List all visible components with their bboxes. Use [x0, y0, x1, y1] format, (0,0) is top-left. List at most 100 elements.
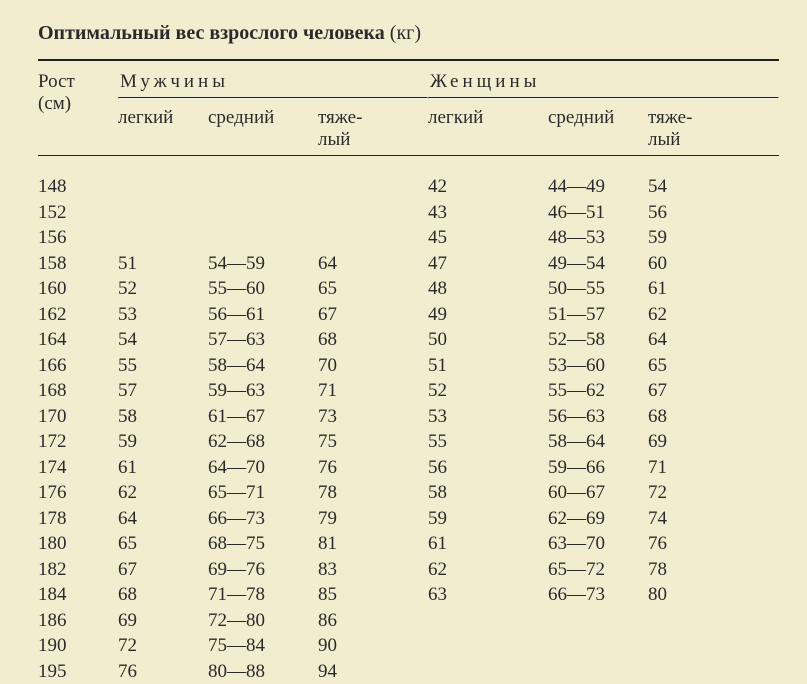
- cell-men-medium: [208, 225, 318, 251]
- cell-women-light: [428, 659, 548, 684]
- cell-men-medium: 61—67: [208, 404, 318, 430]
- table-row: 1846871—78856366—7380: [38, 582, 779, 608]
- table-row: 1524346—5156: [38, 200, 779, 226]
- cell-women-medium: 55—62: [548, 378, 648, 404]
- cell-women-medium: 60—67: [548, 480, 648, 506]
- cell-height: 190: [38, 633, 118, 659]
- cell-women-light: 58: [428, 480, 548, 506]
- cell-height: 166: [38, 353, 118, 379]
- table-row: 1866972—8086: [38, 608, 779, 634]
- cell-women-heavy: 68: [648, 404, 728, 430]
- cell-men-medium: 65—71: [208, 480, 318, 506]
- cell-height: 152: [38, 200, 118, 226]
- table-row: 1705861—67735356—6368: [38, 404, 779, 430]
- men-light-header: легкий: [118, 107, 208, 151]
- cell-men-light: 76: [118, 659, 208, 684]
- cell-men-heavy: 79: [318, 506, 428, 532]
- cell-men-medium: [208, 174, 318, 200]
- cell-men-light: 72: [118, 633, 208, 659]
- cell-men-medium: 80—88: [208, 659, 318, 684]
- cell-men-light: 52: [118, 276, 208, 302]
- page-title: Оптимальный вес взрослого человека (кг): [38, 22, 779, 45]
- cell-women-medium: 51—57: [548, 302, 648, 328]
- cell-women-heavy: 60: [648, 251, 728, 277]
- men-label: Мужчины: [118, 71, 428, 97]
- cell-women-heavy: [648, 608, 728, 634]
- title-bold: Оптимальный вес взрослого человека: [38, 22, 385, 44]
- cell-height: 195: [38, 659, 118, 684]
- cell-women-heavy: 62: [648, 302, 728, 328]
- cell-women-light: 53: [428, 404, 548, 430]
- table-row: 1564548—5359: [38, 225, 779, 251]
- cell-height: 156: [38, 225, 118, 251]
- cell-men-heavy: 75: [318, 429, 428, 455]
- cell-women-medium: 49—54: [548, 251, 648, 277]
- men-heavy-header-l1: тяже-: [318, 107, 428, 129]
- cell-women-heavy: [648, 633, 728, 659]
- cell-women-heavy: 56: [648, 200, 728, 226]
- cell-women-medium: [548, 633, 648, 659]
- table-row: 1806568—75816163—7076: [38, 531, 779, 557]
- cell-men-light: 59: [118, 429, 208, 455]
- men-header-block: Мужчины легкий средний тяже- лый: [118, 61, 428, 155]
- cell-men-medium: 56—61: [208, 302, 318, 328]
- cell-women-light: 55: [428, 429, 548, 455]
- cell-men-heavy: 71: [318, 378, 428, 404]
- cell-men-heavy: 70: [318, 353, 428, 379]
- cell-women-medium: 50—55: [548, 276, 648, 302]
- cell-men-light: 51: [118, 251, 208, 277]
- cell-women-heavy: 59: [648, 225, 728, 251]
- cell-height: 186: [38, 608, 118, 634]
- cell-men-medium: 55—60: [208, 276, 318, 302]
- cell-women-light: 47: [428, 251, 548, 277]
- cell-men-heavy: 65: [318, 276, 428, 302]
- cell-women-medium: 53—60: [548, 353, 648, 379]
- cell-men-light: 61: [118, 455, 208, 481]
- cell-men-heavy: [318, 200, 428, 226]
- cell-women-light: 61: [428, 531, 548, 557]
- cell-men-medium: 64—70: [208, 455, 318, 481]
- cell-women-light: 63: [428, 582, 548, 608]
- cell-height: 172: [38, 429, 118, 455]
- cell-height: 182: [38, 557, 118, 583]
- cell-women-heavy: 76: [648, 531, 728, 557]
- table-row: 1585154—59644749—5460: [38, 251, 779, 277]
- cell-women-heavy: [648, 659, 728, 684]
- women-medium-header: средний: [548, 107, 648, 151]
- cell-women-light: 45: [428, 225, 548, 251]
- cell-women-light: [428, 608, 548, 634]
- column-header: Рост (см) Мужчины легкий средний тяже- л…: [38, 61, 779, 155]
- table-row: 1786466—73795962—6974: [38, 506, 779, 532]
- table-row: 1766265—71785860—6772: [38, 480, 779, 506]
- cell-men-light: 62: [118, 480, 208, 506]
- page: Оптимальный вес взрослого человека (кг) …: [0, 0, 807, 684]
- table-row: 1725962—68755558—6469: [38, 429, 779, 455]
- cell-height: 164: [38, 327, 118, 353]
- men-heavy-header: тяже- лый: [318, 107, 428, 151]
- cell-women-heavy: 69: [648, 429, 728, 455]
- height-header-line2: (см): [38, 93, 118, 115]
- cell-women-medium: 65—72: [548, 557, 648, 583]
- cell-women-heavy: 72: [648, 480, 728, 506]
- cell-women-medium: 44—49: [548, 174, 648, 200]
- men-medium-header: средний: [208, 107, 318, 151]
- cell-men-medium: 62—68: [208, 429, 318, 455]
- cell-men-heavy: 83: [318, 557, 428, 583]
- cell-men-light: 67: [118, 557, 208, 583]
- cell-women-medium: 58—64: [548, 429, 648, 455]
- table-row: 1826769—76836265—7278: [38, 557, 779, 583]
- cell-men-medium: 57—63: [208, 327, 318, 353]
- cell-men-heavy: 86: [318, 608, 428, 634]
- cell-women-light: [428, 633, 548, 659]
- cell-women-heavy: 74: [648, 506, 728, 532]
- cell-height: 158: [38, 251, 118, 277]
- cell-height: 170: [38, 404, 118, 430]
- cell-men-heavy: 67: [318, 302, 428, 328]
- table-row: 1484244—4954: [38, 174, 779, 200]
- women-label: Женщины: [428, 71, 779, 97]
- men-heavy-header-l2: лый: [318, 129, 428, 151]
- cell-height: 168: [38, 378, 118, 404]
- cell-height: 174: [38, 455, 118, 481]
- cell-men-light: 68: [118, 582, 208, 608]
- cell-women-heavy: 71: [648, 455, 728, 481]
